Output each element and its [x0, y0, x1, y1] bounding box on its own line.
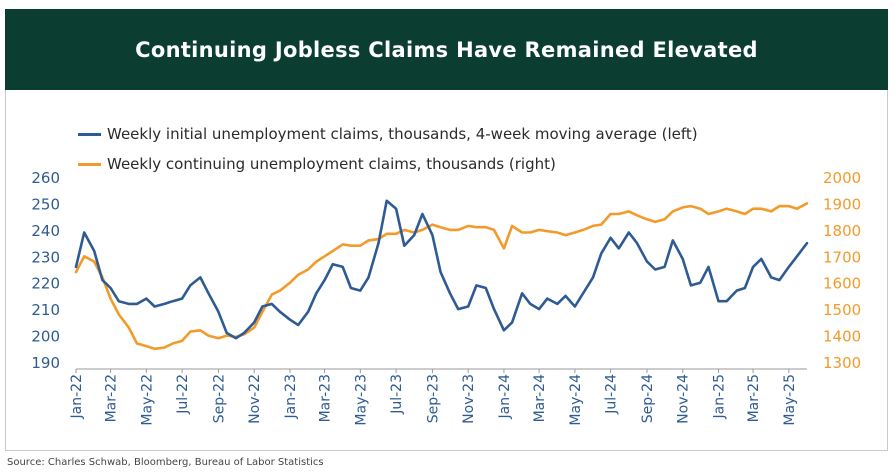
x-tick-label: Sep-22: [211, 374, 227, 423]
x-tick-label: May-25: [782, 374, 798, 426]
x-tick-label: Nov-24: [676, 374, 692, 424]
legend-swatch-initial-claims: [78, 132, 101, 136]
y-left-tick-label: 220: [31, 275, 60, 293]
x-tick-label: Jan-24: [497, 374, 513, 420]
x-tick-label: Jul-23: [389, 374, 405, 415]
chart-frame: [5, 90, 888, 451]
source-note: Source: Charles Schwab, Bloomberg, Burea…: [7, 457, 324, 468]
legend-item-continuing-claims: Weekly continuing unemployment claims, t…: [78, 149, 698, 179]
y-left-tick-label: 200: [31, 328, 60, 346]
y-right-tick-label: 1700: [823, 248, 861, 266]
y-right-tick-label: 1600: [823, 275, 861, 293]
chart-legend: Weekly initial unemployment claims, thou…: [78, 119, 698, 179]
y-left-tick-label: 250: [31, 195, 60, 213]
legend-swatch-continuing-claims: [78, 162, 101, 166]
x-tick-label: Mar-23: [318, 374, 334, 422]
y-left-tick-label: 240: [31, 222, 60, 240]
y-left-tick-label: 230: [31, 248, 60, 266]
y-right-tick-label: 1400: [823, 328, 861, 346]
y-right-tick-label: 1500: [823, 301, 861, 319]
legend-label-continuing-claims: Weekly continuing unemployment claims, t…: [107, 155, 556, 173]
y-right-tick-label: 2000: [823, 169, 861, 187]
x-tick-label: May-24: [568, 374, 584, 426]
y-left-tick-label: 210: [31, 301, 60, 319]
x-tick-label: Sep-24: [640, 374, 656, 423]
title-banner: Continuing Jobless Claims Have Remained …: [5, 9, 888, 90]
x-tick-label: Mar-25: [746, 374, 762, 422]
x-tick-label: May-23: [353, 374, 369, 426]
x-tick-label: Sep-23: [425, 374, 441, 423]
y-right-tick-label: 1800: [823, 222, 861, 240]
x-tick-label: Jan-23: [283, 374, 299, 419]
y-right-tick-label: 1300: [823, 354, 861, 372]
y-left-tick-label: 260: [31, 169, 60, 187]
x-tick-label: Jan-22: [69, 374, 85, 419]
x-tick-label: Jul-24: [604, 374, 620, 415]
x-tick-label: Jan-25: [711, 374, 727, 419]
legend-item-initial-claims: Weekly initial unemployment claims, thou…: [78, 119, 698, 149]
chart-title: Continuing Jobless Claims Have Remained …: [135, 37, 758, 62]
series-line-initial-claims: [74, 199, 809, 340]
x-tick-label: Mar-22: [104, 374, 120, 422]
x-tick-label: Jul-22: [175, 374, 191, 415]
x-tick-label: Mar-24: [532, 374, 548, 422]
legend-label-initial-claims: Weekly initial unemployment claims, thou…: [107, 125, 698, 143]
x-tick-label: Nov-22: [247, 374, 263, 424]
y-left-tick-label: 190: [31, 354, 60, 372]
x-tick-label: Nov-23: [461, 374, 477, 424]
y-right-tick-label: 1900: [823, 195, 861, 213]
series-line-continuing-claims: [74, 202, 809, 351]
x-tick-label: May-22: [139, 374, 155, 426]
